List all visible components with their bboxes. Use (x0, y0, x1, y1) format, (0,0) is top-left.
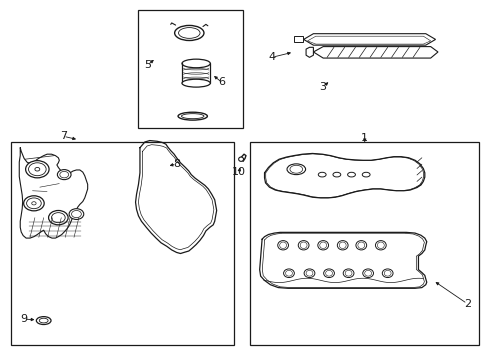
Polygon shape (304, 34, 436, 45)
Text: 7: 7 (60, 131, 67, 141)
Text: 1: 1 (361, 133, 368, 143)
Text: 2: 2 (464, 299, 471, 309)
Ellipse shape (333, 172, 341, 177)
Ellipse shape (318, 172, 326, 177)
Ellipse shape (356, 240, 367, 250)
Ellipse shape (324, 269, 334, 278)
Ellipse shape (178, 112, 207, 120)
Text: 3: 3 (319, 82, 327, 92)
Ellipse shape (298, 240, 309, 250)
Ellipse shape (182, 79, 210, 87)
Ellipse shape (57, 170, 71, 180)
Ellipse shape (318, 240, 329, 250)
Ellipse shape (337, 240, 348, 250)
Ellipse shape (25, 161, 49, 178)
Text: 10: 10 (232, 167, 246, 177)
Ellipse shape (49, 211, 68, 225)
Text: 5: 5 (144, 60, 151, 70)
Ellipse shape (347, 172, 355, 177)
Ellipse shape (239, 157, 244, 161)
Ellipse shape (287, 164, 306, 175)
Ellipse shape (284, 269, 294, 278)
Ellipse shape (304, 269, 315, 278)
Ellipse shape (24, 196, 44, 211)
Ellipse shape (278, 240, 289, 250)
Text: 8: 8 (173, 159, 180, 169)
Text: 9: 9 (21, 314, 28, 324)
Bar (11, 142, 234, 345)
Ellipse shape (382, 269, 393, 278)
Bar (294, 36, 303, 42)
Ellipse shape (362, 172, 370, 177)
Ellipse shape (69, 209, 84, 220)
Text: 6: 6 (219, 77, 225, 87)
Bar (250, 142, 479, 345)
Ellipse shape (363, 269, 373, 278)
Bar (138, 10, 243, 128)
Polygon shape (314, 46, 438, 58)
Ellipse shape (375, 240, 386, 250)
Polygon shape (306, 47, 314, 57)
Ellipse shape (174, 26, 204, 41)
Ellipse shape (182, 59, 210, 68)
Ellipse shape (36, 317, 51, 324)
Ellipse shape (343, 269, 354, 278)
Text: 4: 4 (269, 52, 275, 62)
